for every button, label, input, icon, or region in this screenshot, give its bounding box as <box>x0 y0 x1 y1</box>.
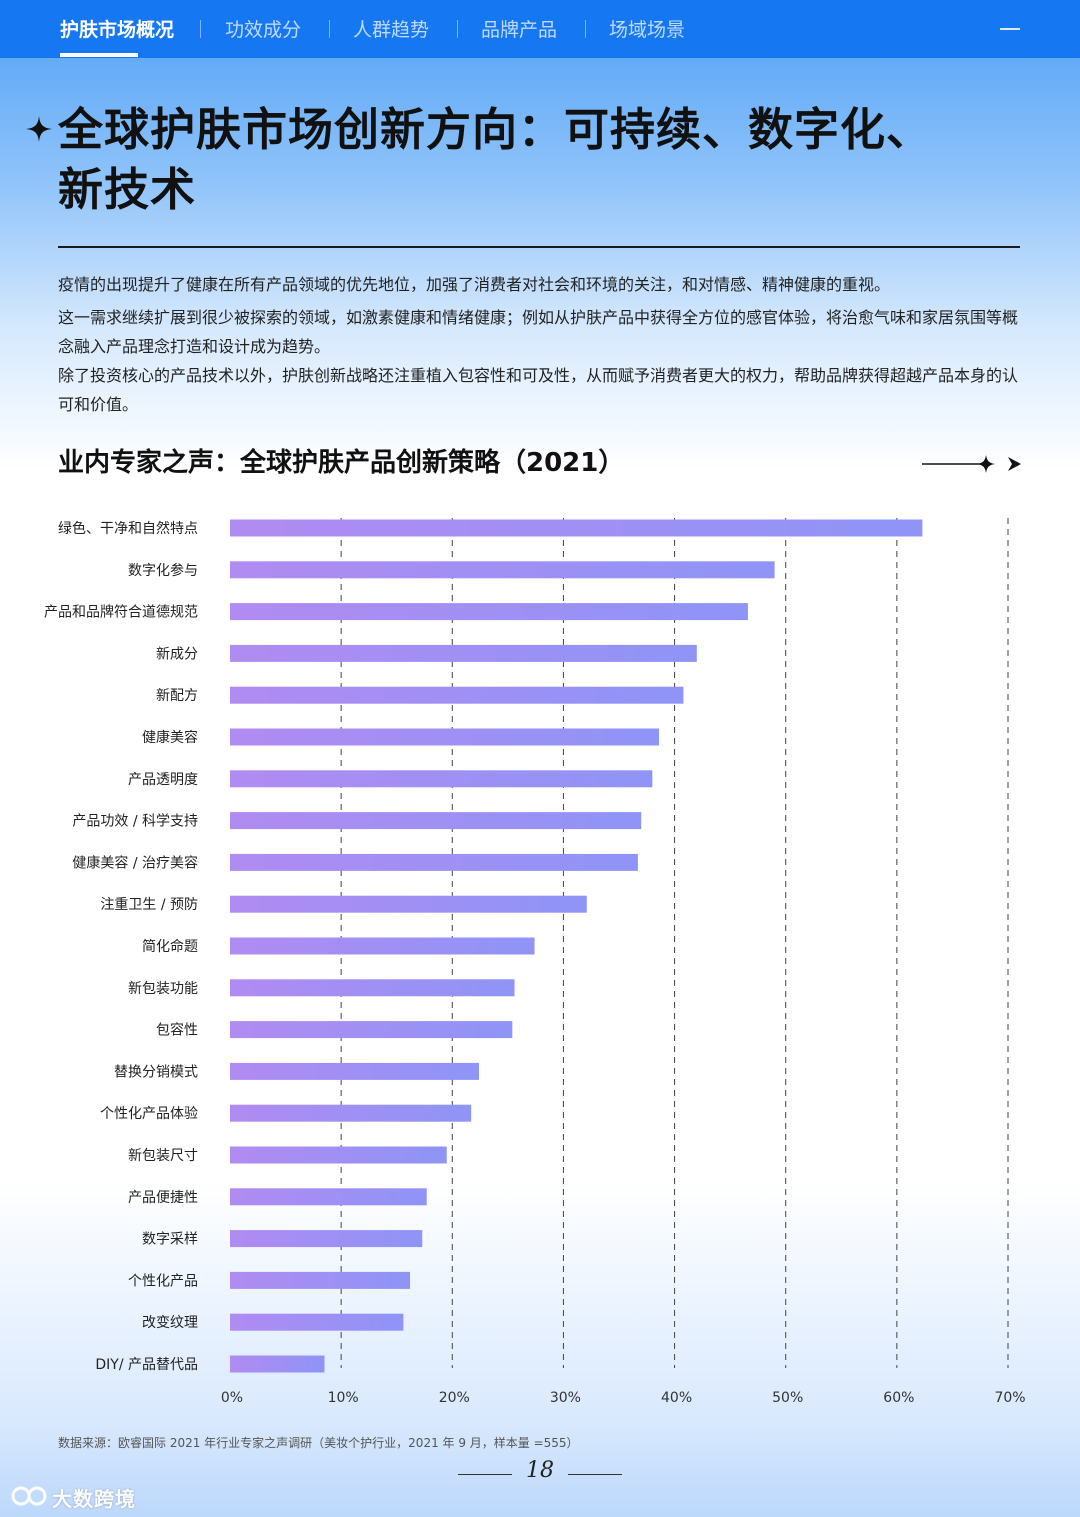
bar <box>230 1062 479 1080</box>
category-label: 数字采样 <box>142 1232 198 1248</box>
tab-separator <box>329 20 330 38</box>
bar <box>230 937 535 955</box>
page-title-line-2: 新技术 <box>58 163 197 216</box>
tab-channels-scenes[interactable]: 场域场景 <box>609 19 686 41</box>
body-paragraph-2: 这一需求继续扩展到很少被探索的领域，如激素健康和情绪健康；例如从护肤产品中获得全… <box>58 308 1019 356</box>
data-source-note: 数据来源：欧睿国际 2021 年行业专家之声调研（美妆个护行业，2021 年 9… <box>58 1436 579 1450</box>
bar <box>230 1104 472 1122</box>
tab-ingredients[interactable]: 功效成分 <box>225 19 302 41</box>
bar <box>230 770 653 788</box>
bar <box>230 686 684 704</box>
bar <box>230 1355 325 1373</box>
tab-separator <box>457 20 458 38</box>
watermark-logo-icon <box>11 1486 47 1506</box>
bar <box>230 519 923 537</box>
tab-market-overview[interactable]: 护肤市场概况 <box>60 19 175 41</box>
category-label: 个性化产品体验 <box>100 1106 198 1122</box>
bar <box>230 895 587 913</box>
category-label: 替换分销模式 <box>114 1063 198 1080</box>
category-label: 健康美容 / 治疗美容 <box>72 854 198 871</box>
decorative-arrow-icon <box>922 455 1021 473</box>
bar <box>230 1230 423 1248</box>
bar <box>230 728 660 746</box>
category-label: 新包装功能 <box>128 981 198 997</box>
category-label: 产品功效 / 科学支持 <box>72 814 198 830</box>
category-label: 产品便捷性 <box>128 1190 198 1206</box>
sparkle-icon <box>26 116 52 142</box>
active-tab-indicator <box>60 53 138 57</box>
category-label: 个性化产品 <box>128 1273 198 1289</box>
x-tick-label: 60% <box>883 1390 914 1406</box>
bar <box>230 561 775 579</box>
bar <box>230 853 638 871</box>
category-label: 新包装尺寸 <box>128 1148 198 1164</box>
category-label: 新成分 <box>156 646 198 662</box>
category-label: 绿色、干净和自然特点 <box>58 520 198 537</box>
page-title: 全球护肤市场创新方向：可持续、数字化、 新技术 <box>58 100 1018 220</box>
category-label: 数字化参与 <box>128 562 198 579</box>
tab-brand-products[interactable]: 品牌产品 <box>481 19 558 41</box>
bar <box>230 603 748 621</box>
watermark-text: 大数跨境 <box>52 1487 136 1511</box>
x-tick-label: 50% <box>772 1390 803 1406</box>
category-label: 包容性 <box>156 1022 198 1039</box>
x-tick-label: 30% <box>550 1390 581 1406</box>
page-number: 18 <box>526 1458 554 1483</box>
bar <box>230 644 697 662</box>
category-label: 产品透明度 <box>128 772 198 788</box>
bar <box>230 1188 427 1206</box>
x-tick-label: 40% <box>661 1390 692 1406</box>
menu-icon[interactable] <box>1000 28 1020 30</box>
tab-separator <box>585 20 586 38</box>
title-divider <box>58 246 1020 248</box>
category-label: 改变纹理 <box>142 1315 198 1331</box>
x-tick-label: 70% <box>994 1390 1025 1406</box>
bar-chart: 绿色、干净和自然特点数字化参与产品和品牌符合道德规范新成分新配方健康美容产品透明… <box>44 518 1026 1406</box>
bar <box>230 1021 513 1039</box>
bar <box>230 979 515 997</box>
category-label: 注重卫生 / 预防 <box>100 897 198 913</box>
tab-consumer-trends[interactable]: 人群趋势 <box>353 19 430 41</box>
bar <box>230 812 642 830</box>
bar <box>230 1146 447 1164</box>
category-label: 简化命题 <box>142 938 198 955</box>
category-label: 健康美容 <box>142 729 198 746</box>
page-number-line-left <box>458 1474 512 1475</box>
body-paragraph-3: 除了投资核心的产品技术以外，护肤创新战略还注重植入包容性和可及性，从而赋予消费者… <box>58 366 1019 414</box>
page-number-line-right <box>568 1474 622 1475</box>
category-label: DIY/ 产品替代品 <box>95 1357 198 1373</box>
chart-title: 业内专家之声：全球护肤产品创新策略（2021） <box>58 448 625 478</box>
bar <box>230 1271 411 1289</box>
page-title-line-1: 全球护肤市场创新方向：可持续、数字化、 <box>58 103 933 156</box>
category-label: 新配方 <box>156 688 198 704</box>
category-label: 产品和品牌符合道德规范 <box>44 604 198 621</box>
tab-separator <box>200 20 201 38</box>
x-tick-label: 0% <box>221 1390 243 1406</box>
top-nav: 护肤市场概况 功效成分 人群趋势 品牌产品 场域场景 <box>0 0 1080 58</box>
bar <box>230 1313 404 1331</box>
x-tick-label: 10% <box>328 1390 359 1406</box>
body-paragraph-1: 疫情的出现提升了健康在所有产品领域的优先地位，加强了消费者对社会和环境的关注，和… <box>58 275 891 294</box>
x-tick-label: 20% <box>439 1390 470 1406</box>
